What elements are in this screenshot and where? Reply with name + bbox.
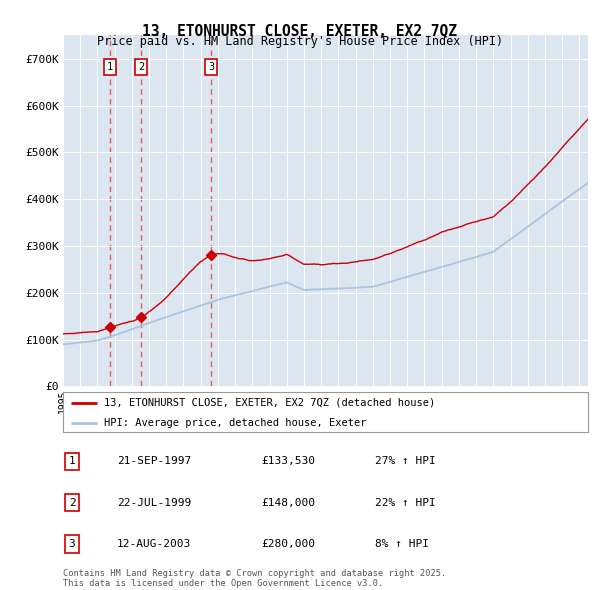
Text: 1: 1 <box>107 62 113 72</box>
Text: 13, ETONHURST CLOSE, EXETER, EX2 7QZ (detached house): 13, ETONHURST CLOSE, EXETER, EX2 7QZ (de… <box>104 398 435 408</box>
Text: 22% ↑ HPI: 22% ↑ HPI <box>375 498 436 507</box>
Text: £133,530: £133,530 <box>261 457 315 466</box>
Text: 22-JUL-1999: 22-JUL-1999 <box>117 498 191 507</box>
Text: 12-AUG-2003: 12-AUG-2003 <box>117 539 191 549</box>
Text: 27% ↑ HPI: 27% ↑ HPI <box>375 457 436 466</box>
Text: 2: 2 <box>138 62 145 72</box>
Text: Contains HM Land Registry data © Crown copyright and database right 2025.
This d: Contains HM Land Registry data © Crown c… <box>63 569 446 588</box>
Text: Price paid vs. HM Land Registry's House Price Index (HPI): Price paid vs. HM Land Registry's House … <box>97 35 503 48</box>
Text: 8% ↑ HPI: 8% ↑ HPI <box>375 539 429 549</box>
Text: HPI: Average price, detached house, Exeter: HPI: Average price, detached house, Exet… <box>104 418 367 428</box>
Text: 3: 3 <box>208 62 214 72</box>
Text: £148,000: £148,000 <box>261 498 315 507</box>
Text: 13, ETONHURST CLOSE, EXETER, EX2 7QZ: 13, ETONHURST CLOSE, EXETER, EX2 7QZ <box>143 24 458 38</box>
Text: 1: 1 <box>68 457 76 466</box>
Text: 3: 3 <box>68 539 76 549</box>
Text: 2: 2 <box>68 498 76 507</box>
Text: £280,000: £280,000 <box>261 539 315 549</box>
Text: 21-SEP-1997: 21-SEP-1997 <box>117 457 191 466</box>
